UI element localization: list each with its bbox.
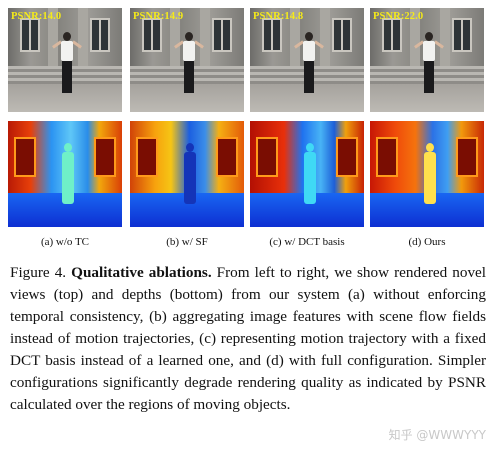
rendered-view-d: PSNR:22.0 bbox=[370, 8, 484, 112]
figure-caption-body: From left to right, we show rendered nov… bbox=[10, 264, 487, 413]
person-figure bbox=[414, 32, 444, 96]
person-figure bbox=[52, 32, 82, 96]
rendered-view-b: PSNR:14.9 bbox=[130, 8, 244, 112]
rendered-view-a: PSNR:14.0 bbox=[8, 8, 122, 112]
person-figure bbox=[294, 32, 324, 96]
figure-title: Qualitative ablations. bbox=[71, 264, 212, 281]
subcaption-a: (a) w/o TC bbox=[40, 236, 90, 248]
figure-grid: PSNR:14.0 PSNR:14.9 PSNR:14.8 PSNR:22.0 bbox=[8, 8, 488, 256]
depth-map-c bbox=[250, 121, 364, 227]
psnr-label: PSNR:14.9 bbox=[133, 11, 184, 22]
depth-map-b bbox=[130, 121, 244, 227]
figure-label: Figure 4. bbox=[10, 264, 67, 281]
person-figure bbox=[174, 32, 204, 96]
subcaption-d: (d) Ours bbox=[408, 236, 446, 248]
figure-caption: Figure 4. Qualitative ablations. From le… bbox=[10, 262, 486, 416]
psnr-label: PSNR:14.8 bbox=[253, 11, 304, 22]
subcaption-c: (c) w/ DCT basis bbox=[269, 236, 345, 248]
depth-map-d bbox=[370, 121, 484, 227]
watermark: 知乎 @WWWYYY bbox=[388, 428, 486, 442]
psnr-label: PSNR:14.0 bbox=[11, 11, 62, 22]
psnr-label: PSNR:22.0 bbox=[373, 11, 424, 22]
subcaption-b: (b) w/ SF bbox=[166, 236, 208, 248]
depth-map-a bbox=[8, 121, 122, 227]
rendered-view-c: PSNR:14.8 bbox=[250, 8, 364, 112]
